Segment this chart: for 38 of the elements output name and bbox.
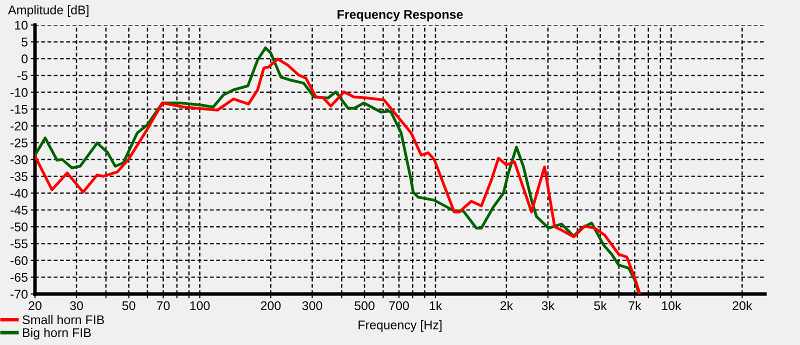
y-tick-label: 0 — [22, 54, 28, 64]
x-tick-label: 300 — [302, 301, 322, 310]
x-tick-label: 500 — [354, 301, 374, 310]
x-tick-label: 700 — [389, 301, 409, 310]
y-tick-label: -20 — [10, 122, 28, 131]
x-tick-label: 100 — [190, 301, 210, 310]
y-tick-label: -5 — [17, 71, 28, 80]
y-tick-label: 5 — [22, 38, 28, 46]
y-tick-label: -70 — [10, 290, 28, 299]
y-tick-label: -40 — [10, 188, 28, 198]
y-tick-label: -35 — [10, 172, 28, 181]
x-tick-label: 200 — [260, 301, 281, 310]
x-tick-label: 10k — [662, 300, 682, 310]
y-tick-label: -10 — [10, 88, 28, 97]
y-tick-label: -15 — [10, 104, 28, 114]
x-tick-label: 70 — [156, 301, 170, 310]
x-tick-label: 7k — [628, 300, 642, 310]
y-tick-label: -25 — [10, 138, 28, 148]
x-tick-label: 20k — [732, 300, 752, 310]
chart-title: Frequency Response — [338, 10, 463, 22]
x-tick-label: 20 — [28, 301, 42, 310]
x-tick-label: 30 — [70, 301, 83, 310]
x-tick-label: 1k — [430, 300, 442, 310]
legend-label: Small horn FIB — [22, 315, 104, 324]
x-tick-label: 5k — [594, 300, 607, 310]
x-axis-title: Frequency [Hz] — [358, 320, 442, 332]
y-tick-label: 10 — [15, 20, 28, 30]
y-axis-title: Amplitude [dB] — [8, 5, 88, 17]
x-tick-label: 3k — [542, 300, 555, 310]
legend-label: Big horn FIB — [23, 328, 91, 340]
y-tick-label: -50 — [10, 222, 28, 232]
y-tick-label: -30 — [10, 155, 28, 164]
x-tick-label: 50 — [122, 301, 136, 310]
x-tick-label: 2k — [500, 300, 514, 310]
y-tick-label: -45 — [10, 206, 28, 215]
y-tick-label: -55 — [10, 239, 28, 248]
y-tick-label: -65 — [10, 272, 28, 282]
y-tick-label: -60 — [10, 256, 28, 266]
